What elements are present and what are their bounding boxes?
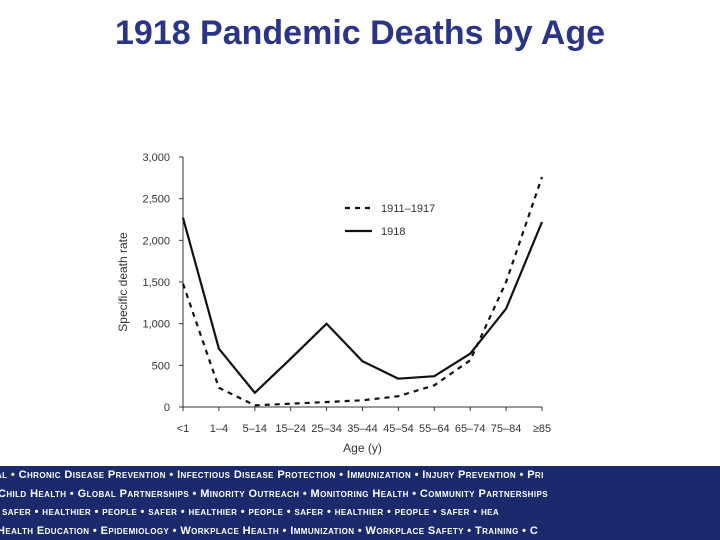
y-tick-label: 0 xyxy=(164,402,170,414)
x-tick-label: 1–4 xyxy=(210,423,228,435)
banner-line: Health Education • Epidemiology • Workpl… xyxy=(0,524,539,537)
x-tick-label: 35–44 xyxy=(347,423,378,435)
x-tick-label: 75–84 xyxy=(491,423,522,435)
x-tick-label: 65–74 xyxy=(455,423,486,435)
x-tick-label: 45–54 xyxy=(383,423,414,435)
series-line-1911-1917 xyxy=(181,176,544,407)
banner-line: safer • healthier • people • safer • hea… xyxy=(2,506,500,518)
y-axis-label: Specific death rate xyxy=(116,232,130,332)
legend-label: 1918 xyxy=(381,226,405,238)
banner-line: Child Health • Global Partnerships • Min… xyxy=(0,487,548,500)
y-tick-label: 1,500 xyxy=(142,277,170,289)
cdc-topic-banner: al • Chronic Disease Prevention • Infect… xyxy=(0,466,720,540)
x-tick-label: 5–14 xyxy=(243,423,267,435)
death-rate-line-chart: 0 500 1,000 1,500 2,000 2,500 3,000 <1 1–4 5–14 15… xyxy=(116,152,551,455)
series-line-1918 xyxy=(181,217,544,394)
x-tick-label: 25–34 xyxy=(311,423,342,435)
y-tick-label: 1,000 xyxy=(142,319,170,331)
y-tick-label: 500 xyxy=(152,360,170,372)
x-tick-label: 15–24 xyxy=(275,423,306,435)
slide-title: 1918 Pandemic Deaths by Age xyxy=(114,14,606,52)
y-tick-label: 3,000 xyxy=(142,152,170,164)
x-axis-label: Age (y) xyxy=(343,441,382,455)
x-tick-label: 55–64 xyxy=(419,423,450,435)
y-tick-label: 2,500 xyxy=(142,194,170,206)
banner-line: al • Chronic Disease Prevention • Infect… xyxy=(0,469,544,481)
legend-label: 1911–1917 xyxy=(381,203,435,215)
x-tick-label: ≥85 xyxy=(533,423,551,435)
x-tick-label: <1 xyxy=(177,423,190,435)
y-tick-label: 2,000 xyxy=(142,235,170,247)
